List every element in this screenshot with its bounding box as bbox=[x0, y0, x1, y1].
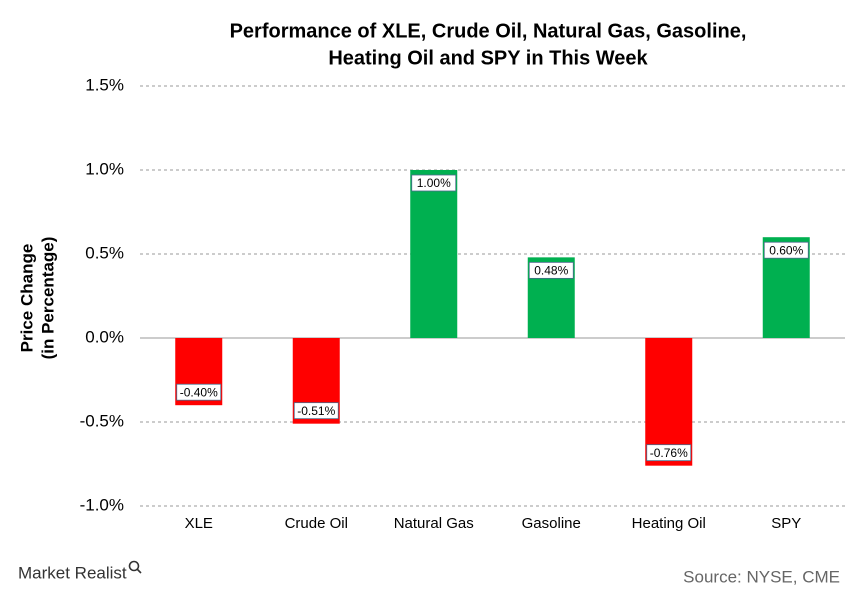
chart-title: Performance of XLE, Crude Oil, Natural G… bbox=[230, 20, 747, 42]
data-label: -0.51% bbox=[297, 404, 335, 418]
data-label-box bbox=[646, 444, 692, 462]
data-label: -0.76% bbox=[650, 446, 688, 460]
bar bbox=[410, 170, 458, 338]
x-tick-label: Crude Oil bbox=[285, 515, 348, 532]
data-label: 0.48% bbox=[534, 264, 568, 278]
data-label-box bbox=[763, 241, 809, 259]
x-tick-label: SPY bbox=[771, 515, 801, 532]
y-tick-label: 1.0% bbox=[85, 159, 124, 178]
y-axis-label: (in Percentage) bbox=[38, 237, 57, 360]
data-label: -0.40% bbox=[180, 385, 218, 399]
y-tick-label: -1.0% bbox=[80, 495, 124, 514]
y-tick-label: -0.5% bbox=[80, 411, 124, 430]
data-label-box bbox=[293, 402, 339, 420]
data-label: 0.60% bbox=[769, 243, 803, 257]
data-label-box bbox=[528, 261, 574, 279]
y-tick-label: 0.5% bbox=[85, 243, 124, 262]
x-tick-label: XLE bbox=[185, 515, 213, 532]
x-tick-label: Gasoline bbox=[522, 515, 581, 532]
source: Source: NYSE, CME bbox=[683, 567, 840, 586]
data-label: 1.00% bbox=[417, 176, 451, 190]
x-tick-label: Heating Oil bbox=[632, 515, 706, 532]
logo-icon bbox=[128, 560, 142, 574]
x-tick-label: Natural Gas bbox=[394, 515, 474, 532]
y-tick-label: 1.5% bbox=[85, 75, 124, 94]
data-label-box bbox=[176, 383, 222, 401]
data-label-box bbox=[411, 174, 457, 192]
y-tick-label: 0.0% bbox=[85, 327, 124, 346]
logo: Market Realist bbox=[18, 563, 127, 582]
chart-title: Heating Oil and SPY in This Week bbox=[328, 47, 648, 69]
y-axis-label: Price Change bbox=[17, 244, 36, 353]
